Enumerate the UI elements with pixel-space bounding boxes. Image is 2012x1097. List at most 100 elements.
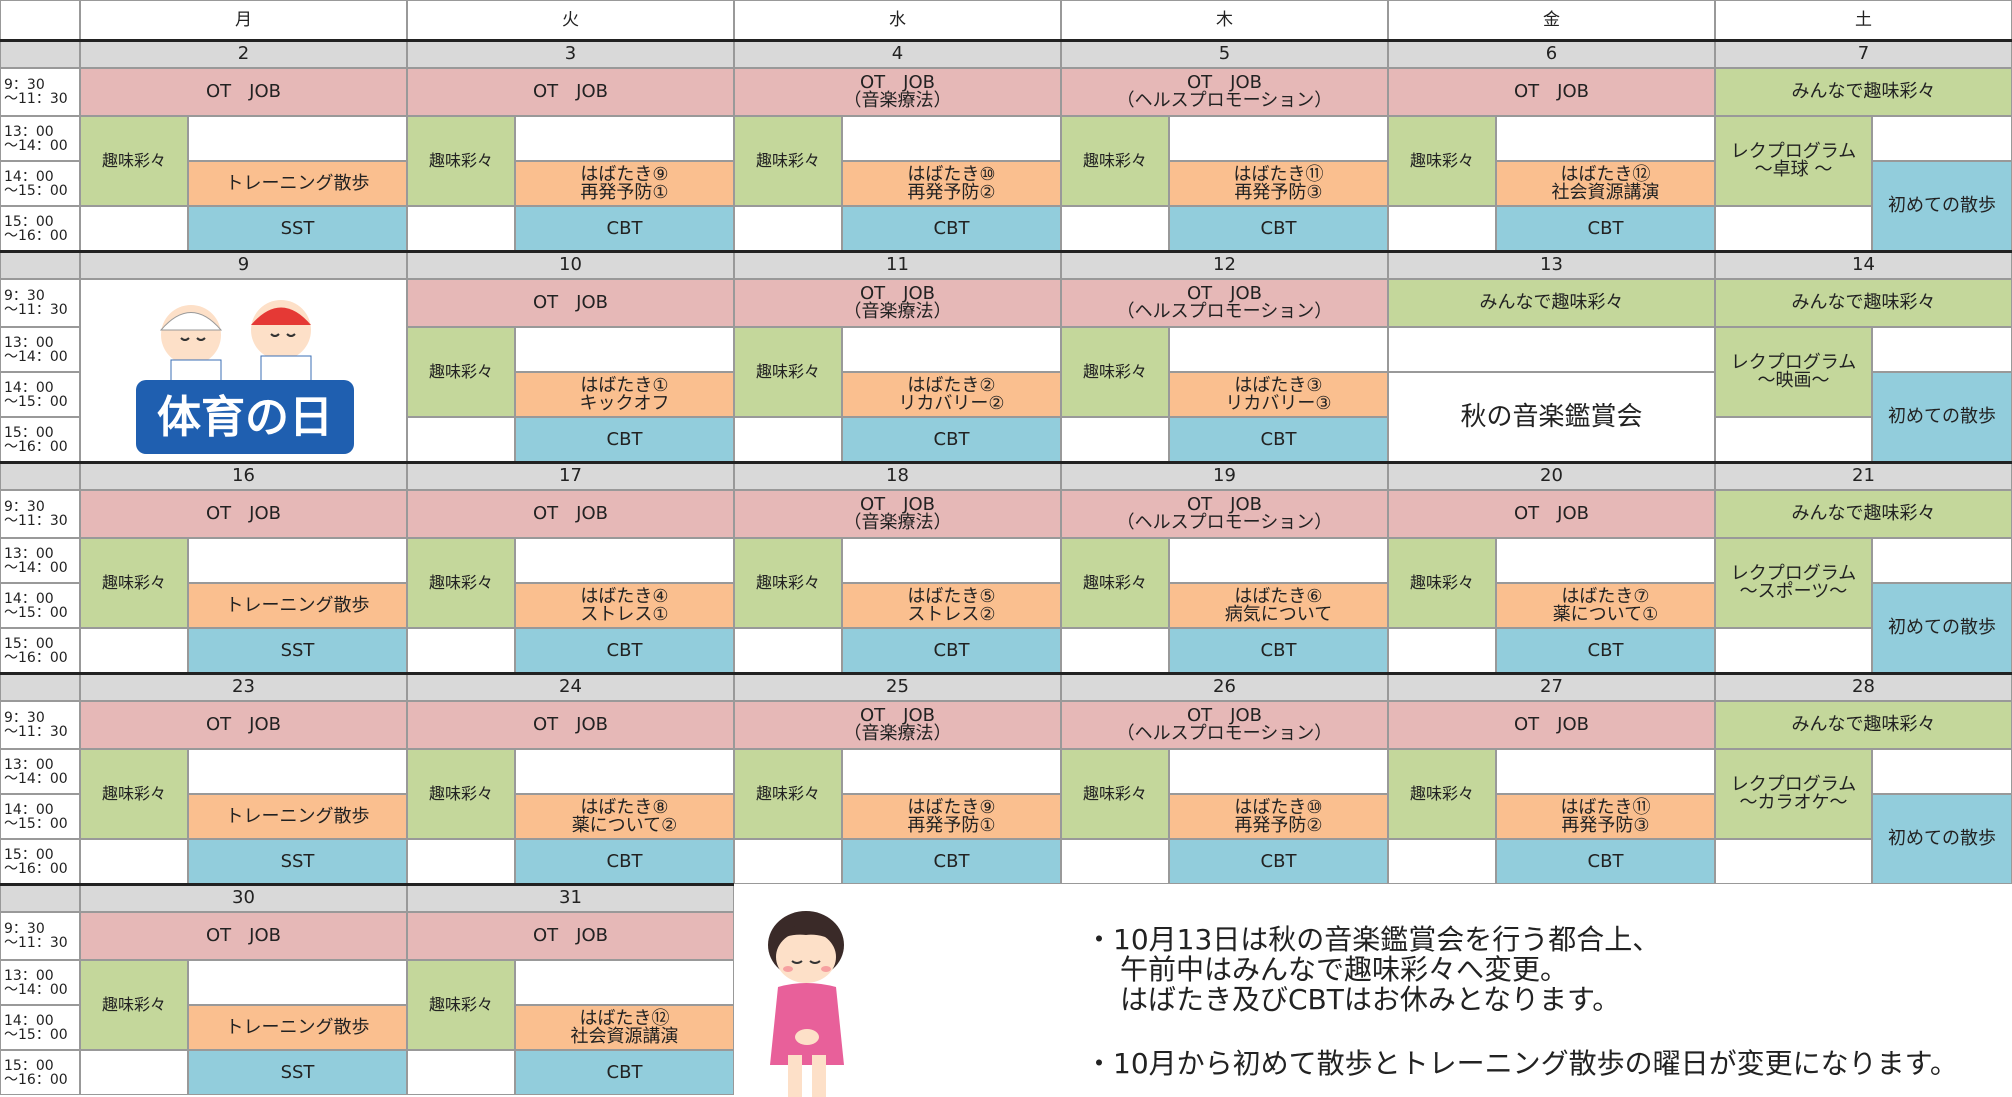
note-text: 午前中はみんなで趣味彩々へ変更。 [1120, 953, 1569, 986]
sports-day-art: 体育の日 [136, 300, 354, 454]
time-label-line: 13：00 [4, 967, 54, 984]
time-label-line: 9：30 [4, 710, 45, 726]
morning-program-line: OT JOB [1187, 494, 1262, 515]
rec-program-line: ～卓球 ～ [1754, 159, 1833, 180]
afternoon-program: トレーニング散歩 [188, 794, 407, 839]
blank-cell [515, 327, 734, 372]
weekday-header: 木 [1061, 0, 1388, 40]
blank-cell [1496, 538, 1715, 583]
blank-cell [80, 1050, 188, 1095]
blank-cell [515, 116, 734, 161]
morning-program-line: OT JOB [206, 503, 281, 524]
morning-program-line: （ヘルスプロモーション） [1116, 512, 1333, 533]
morning-program: OT JOB （音楽療法） [734, 68, 1061, 116]
late-program: CBT [1496, 206, 1715, 251]
morning-program: OT JOB [407, 279, 734, 327]
date-row-blank [0, 673, 80, 701]
morning-program: みんなで趣味彩々 [1715, 701, 2012, 749]
afternoon-program: はばたき④ ストレス① [515, 583, 734, 628]
late-program: CBT [1169, 839, 1388, 884]
morning-program: OT JOB [1388, 490, 1715, 538]
afternoon-program-line: トレーニング散歩 [225, 594, 370, 616]
blank-cell [842, 116, 1061, 161]
time-label-line: ～16：00 [4, 1071, 68, 1088]
blank-cell [1872, 538, 2012, 583]
date-cell: 19 [1061, 462, 1388, 490]
time-label-line: ～14：00 [4, 559, 68, 576]
week-separator [0, 672, 2012, 675]
morning-program-line: OT JOB [1514, 81, 1589, 102]
time-label-line: ～11：30 [4, 91, 68, 107]
date-cell: 7 [1715, 40, 2012, 68]
late-program: CBT [842, 206, 1061, 251]
afternoon-program: はばたき⑩ 再発予防② [842, 161, 1061, 206]
morning-program: OT JOB [80, 68, 407, 116]
late-program: CBT [1169, 417, 1388, 462]
time-label-line: ～11：30 [4, 302, 68, 318]
date-cell: 24 [407, 673, 734, 701]
time-label: 9：30 ～11：30 [0, 279, 80, 327]
note-text: ・10月から初めて散歩とトレーニング散歩の曜日が変更になります。 [1085, 1047, 1958, 1080]
week-separator [0, 883, 734, 886]
weekday-header: 土 [1715, 0, 2012, 40]
late-program: CBT [842, 839, 1061, 884]
afternoon-program-line: 薬について② [571, 814, 678, 836]
blank-cell [1169, 538, 1388, 583]
date-cell: 20 [1388, 462, 1715, 490]
time-label-line: 14：00 [4, 1012, 54, 1029]
time-label-line: 14：00 [4, 379, 54, 396]
time-label-line: ～14：00 [4, 137, 68, 154]
rec-program-line: ～映画～ [1757, 370, 1830, 391]
afternoon-program-line: はばたき⑨ [580, 163, 669, 185]
time-label-line: 14：00 [4, 801, 54, 818]
date-cell: 12 [1061, 251, 1388, 279]
blank-cell [1872, 116, 2012, 161]
date-row-blank [0, 251, 80, 279]
morning-program: OT JOB [1388, 68, 1715, 116]
hobby-program: 趣味彩々 [407, 749, 515, 839]
afternoon-program-line: トレーニング散歩 [225, 1016, 370, 1038]
blank-cell [734, 839, 842, 884]
week-separator [0, 461, 2012, 464]
blank-cell [188, 116, 407, 161]
late-program: CBT [515, 839, 734, 884]
morning-program-line: OT JOB [206, 925, 281, 946]
blank-cell [407, 417, 515, 462]
hobby-program: 趣味彩々 [407, 538, 515, 628]
afternoon-program: はばたき⑥ 病気について [1169, 583, 1388, 628]
blank-cell [188, 749, 407, 794]
walk-program: 初めての散歩 [1872, 794, 2012, 884]
afternoon-program-line: リカバリー③ [1225, 392, 1332, 414]
blank-cell [1388, 206, 1496, 251]
time-label-line: ～16：00 [4, 227, 68, 244]
morning-program: OT JOB （音楽療法） [734, 279, 1061, 327]
hobby-program: 趣味彩々 [1061, 538, 1169, 628]
time-label: 9：30 ～11：30 [0, 701, 80, 749]
afternoon-program: はばたき⑧ 薬について② [515, 794, 734, 839]
time-label-line: 15：00 [4, 213, 54, 230]
time-label-line: ～14：00 [4, 981, 68, 998]
holiday-illustration: 体育の日 [80, 279, 407, 462]
date-cell: 23 [80, 673, 407, 701]
week-separator [0, 250, 2012, 253]
time-label: 15：00 ～16：00 [0, 628, 80, 673]
date-cell: 9 [80, 251, 407, 279]
late-program: CBT [515, 1050, 734, 1095]
rec-program-line: レクプログラム [1730, 352, 1857, 373]
date-cell: 2 [80, 40, 407, 68]
hobby-program: 趣味彩々 [1388, 749, 1496, 839]
blank-cell [80, 839, 188, 884]
morning-program: みんなで趣味彩々 [1715, 68, 2012, 116]
morning-program: OT JOB [407, 68, 734, 116]
afternoon-program-line: 病気について [1224, 603, 1333, 625]
date-cell: 3 [407, 40, 734, 68]
hobby-program: 趣味彩々 [80, 116, 188, 206]
blank-cell [1061, 628, 1169, 673]
hobby-program: 趣味彩々 [734, 327, 842, 417]
afternoon-program: はばたき⑫ 社会資源講演 [1496, 161, 1715, 206]
week-separator [0, 39, 2012, 42]
morning-program: OT JOB （ヘルスプロモーション） [1061, 701, 1388, 749]
blank-cell [1061, 839, 1169, 884]
blank-cell [1496, 116, 1715, 161]
